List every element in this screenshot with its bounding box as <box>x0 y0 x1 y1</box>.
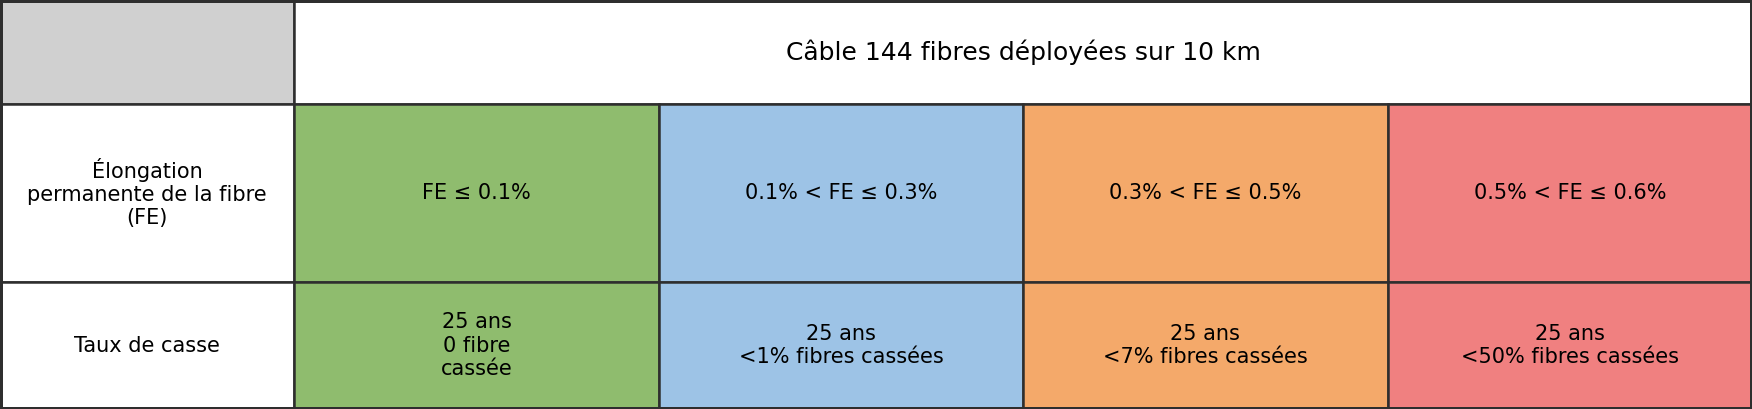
Bar <box>0 282 294 409</box>
Bar <box>294 0 1752 104</box>
Text: 25 ans
<50% fibres cassées: 25 ans <50% fibres cassées <box>1461 324 1678 367</box>
Bar <box>0 0 294 104</box>
Text: Taux de casse: Taux de casse <box>74 336 221 355</box>
Text: FE ≤ 0.1%: FE ≤ 0.1% <box>422 183 531 203</box>
Bar <box>659 104 1023 282</box>
Text: 0.3% < FE ≤ 0.5%: 0.3% < FE ≤ 0.5% <box>1109 183 1302 203</box>
Text: 0.1% < FE ≤ 0.3%: 0.1% < FE ≤ 0.3% <box>745 183 937 203</box>
Bar <box>294 104 659 282</box>
Bar <box>659 282 1023 409</box>
Bar <box>1388 282 1752 409</box>
Bar <box>1023 104 1388 282</box>
Text: 0.5% < FE ≤ 0.6%: 0.5% < FE ≤ 0.6% <box>1473 183 1666 203</box>
Text: 25 ans
<7% fibres cassées: 25 ans <7% fibres cassées <box>1104 324 1307 367</box>
Text: Câble 144 fibres déployées sur 10 km: Câble 144 fibres déployées sur 10 km <box>785 39 1261 65</box>
Text: Élongation
permanente de la fibre
(FE): Élongation permanente de la fibre (FE) <box>28 158 266 229</box>
Bar <box>294 282 659 409</box>
Bar <box>1023 282 1388 409</box>
Text: 25 ans
0 fibre
cassée: 25 ans 0 fibre cassée <box>442 312 512 379</box>
Text: 25 ans
<1% fibres cassées: 25 ans <1% fibres cassées <box>739 324 943 367</box>
Bar <box>0 104 294 282</box>
Bar <box>1388 104 1752 282</box>
